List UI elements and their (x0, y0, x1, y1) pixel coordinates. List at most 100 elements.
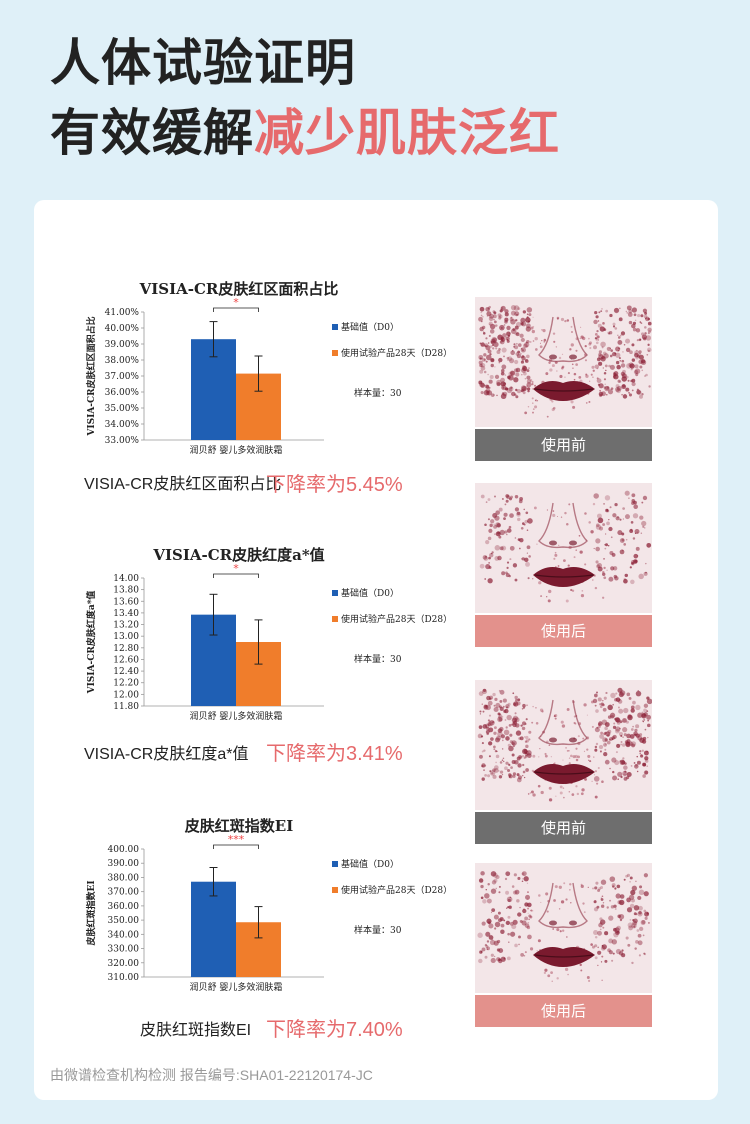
redness-spot (512, 715, 519, 721)
redness-spot (593, 345, 597, 350)
redness-spot (525, 345, 529, 348)
redness-spot (581, 788, 585, 792)
redness-spot (510, 370, 516, 376)
redness-spot (573, 372, 577, 376)
redness-spot (611, 939, 618, 945)
redness-spot (493, 745, 496, 749)
x-category-label: 润贝舒 婴儿多效润肤霜 (190, 710, 283, 722)
redness-spot (647, 343, 650, 346)
redness-spot (494, 545, 501, 551)
redness-spot (592, 698, 598, 704)
redness-spot (595, 881, 599, 885)
redness-spot (527, 912, 529, 914)
y-tick-label: 13.60 (113, 597, 139, 607)
redness-spot (504, 503, 507, 506)
chart-title: 皮肤红斑指数EI (185, 817, 293, 835)
redness-spot (615, 697, 621, 702)
redness-spot (598, 361, 603, 366)
redness-spot (641, 713, 647, 719)
redness-spot (548, 744, 551, 747)
redness-spot (560, 516, 563, 518)
redness-spot (517, 876, 521, 880)
redness-spot (570, 325, 573, 328)
redness-spot (482, 332, 486, 335)
nostril (549, 920, 557, 926)
redness-spot (515, 395, 519, 399)
redness-spot (509, 370, 515, 376)
redness-spot (513, 305, 520, 311)
redness-spot (601, 979, 603, 982)
redness-spot (500, 393, 507, 400)
redness-spot (617, 336, 621, 339)
redness-spot (479, 710, 482, 713)
redness-spot (516, 899, 520, 903)
redness-spot (507, 702, 511, 706)
redness-spot (575, 747, 578, 750)
redness-spot (604, 759, 610, 765)
redness-spot (506, 896, 513, 903)
redness-spot (607, 729, 612, 734)
redness-spot (553, 340, 556, 343)
redness-spot (627, 379, 630, 382)
redness-spot (487, 719, 490, 722)
redness-spot (499, 714, 503, 718)
redness-spot (501, 571, 506, 576)
redness-spot (488, 556, 491, 560)
y-tick-label: 390.00 (108, 859, 140, 869)
redness-spot (641, 920, 646, 924)
redness-spot (482, 688, 487, 693)
redness-spot (633, 369, 639, 375)
headline: 人体试验证明 有效缓解减少肌肤泛红 (50, 28, 560, 168)
redness-spot (484, 893, 490, 899)
redness-spot (528, 918, 530, 921)
redness-spot (624, 514, 630, 520)
redness-spot (498, 885, 501, 888)
redness-spot (515, 332, 520, 337)
redness-spot (508, 724, 512, 727)
redness-spot (519, 906, 521, 909)
redness-spot (503, 512, 508, 517)
redness-spot (571, 363, 574, 366)
redness-spot (499, 770, 504, 774)
redness-spot (531, 381, 534, 383)
redness-spot (613, 374, 619, 380)
redness-spot (562, 787, 565, 789)
redness-spot (631, 389, 634, 392)
y-tick-label: 33.00% (105, 436, 140, 446)
redness-spot (625, 874, 628, 878)
redness-spot (609, 506, 612, 509)
redness-spot (493, 704, 496, 707)
redness-spot (644, 375, 647, 378)
redness-spot (514, 359, 519, 365)
redness-spot (544, 752, 547, 756)
redness-spot (599, 705, 603, 709)
redness-spot (500, 336, 504, 340)
redness-spot (606, 906, 609, 909)
redness-spot (604, 748, 607, 751)
redness-spot (623, 773, 627, 777)
redness-spot (525, 317, 531, 323)
redness-spot (604, 931, 609, 936)
redness-spot (515, 730, 522, 736)
redness-spot (486, 940, 490, 943)
redness-spot (618, 732, 623, 737)
redness-spot (637, 689, 639, 692)
redness-spot (521, 754, 525, 758)
y-tick-label: 34.00% (105, 420, 140, 430)
redness-spot (601, 355, 605, 360)
redness-spot (636, 770, 639, 773)
redness-spot (569, 889, 571, 891)
redness-spot (494, 374, 500, 379)
redness-spot (552, 510, 555, 512)
redness-spot (643, 952, 646, 955)
redness-spot (622, 384, 626, 388)
redness-spot (484, 523, 487, 527)
redness-spot (634, 947, 637, 950)
face-photo-after-2 (475, 863, 652, 993)
redness-spot (531, 721, 534, 724)
redness-spot (628, 696, 632, 700)
lip-line (534, 574, 594, 578)
redness-spot (541, 340, 543, 342)
redness-spot (567, 372, 570, 375)
redness-spot (510, 305, 517, 311)
